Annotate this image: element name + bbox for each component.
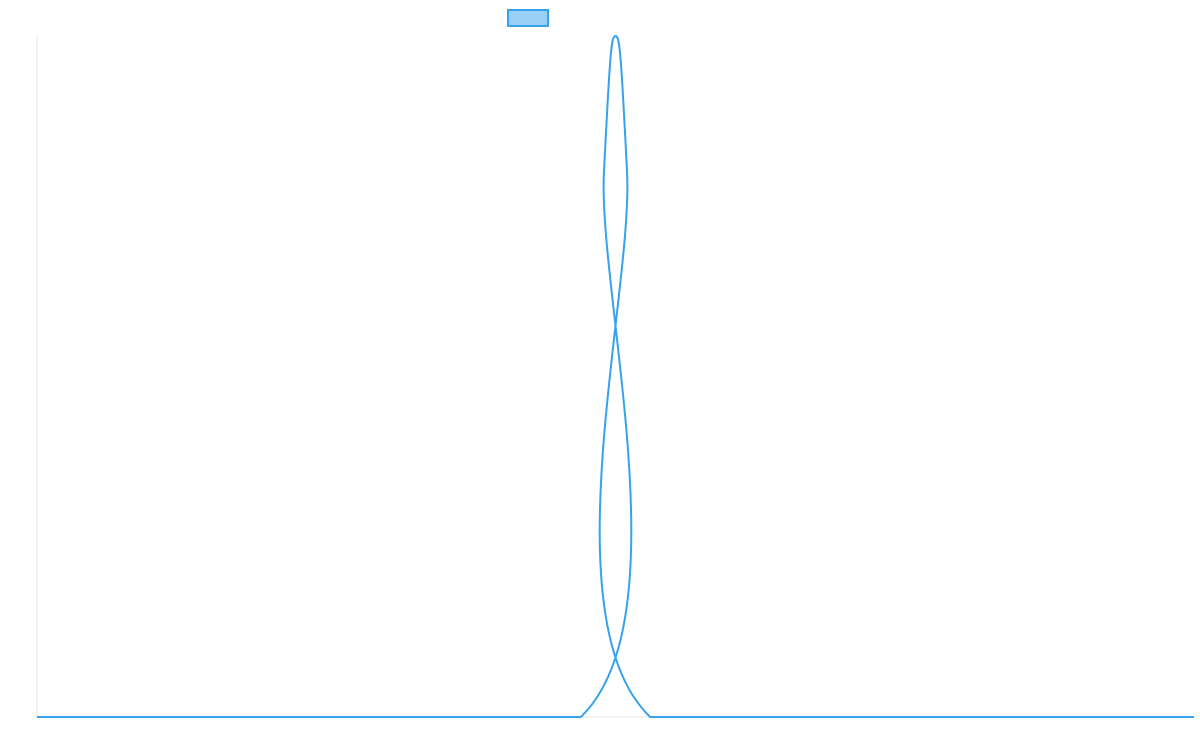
legend-swatch[interactable] <box>507 9 549 27</box>
series-line-0[interactable] <box>36 35 1194 719</box>
plot-area <box>36 35 1194 719</box>
series-layer <box>36 35 1194 719</box>
legend[interactable] <box>507 9 549 27</box>
